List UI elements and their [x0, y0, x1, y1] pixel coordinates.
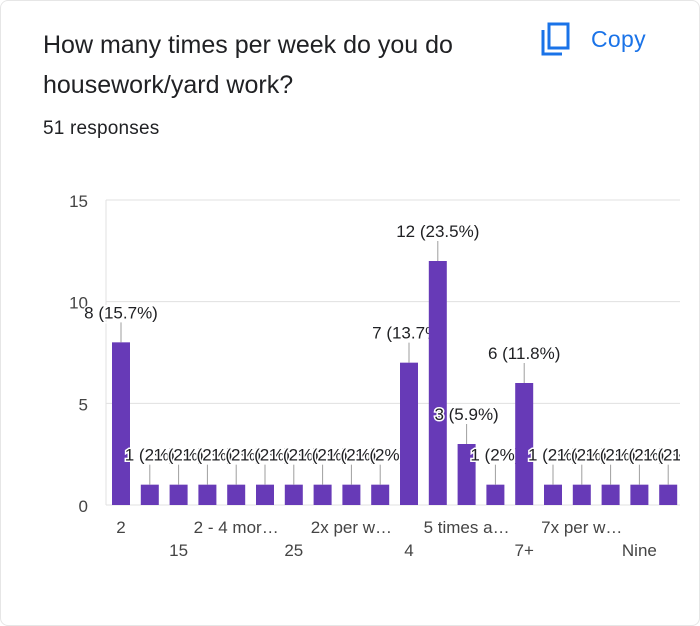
- x-tick-label: 15: [169, 541, 188, 560]
- data-label: 1 (2%): [240, 446, 290, 465]
- data-label: 7 (13.7%): [372, 324, 446, 343]
- data-label: 1 (2%): [326, 446, 376, 465]
- bar: [371, 484, 390, 505]
- data-label: 1 (2%): [614, 446, 664, 465]
- x-tick-label: 7x per w…: [541, 518, 622, 537]
- bar: [601, 484, 620, 505]
- data-label: 1 (2%): [269, 446, 319, 465]
- data-label: 1 (2%): [298, 446, 348, 465]
- data-label: 1 (2%): [643, 446, 693, 465]
- data-label: 1 (2%): [355, 446, 405, 465]
- data-label: 1 (2%): [154, 446, 204, 465]
- data-label: 8 (15.7%): [84, 303, 158, 322]
- y-tick-label: 10: [69, 294, 88, 313]
- x-tick-label: 2 - 4 mor…: [194, 518, 279, 537]
- bar: [227, 484, 246, 505]
- bar: [457, 444, 476, 505]
- bar: [515, 383, 534, 505]
- data-label: 1 (2%): [586, 446, 636, 465]
- bar: [342, 484, 361, 505]
- bar: [169, 484, 188, 505]
- x-tick-label: 7+: [515, 541, 534, 560]
- copy-label: Copy: [591, 25, 646, 52]
- question-title: How many times per week do you do housew…: [43, 31, 453, 99]
- x-tick-label: 5 times a…: [424, 518, 510, 537]
- x-tick-label: 2x per w…: [311, 518, 392, 537]
- bar: [572, 484, 591, 505]
- data-label: 1 (2%): [672, 446, 700, 465]
- y-tick-label: 5: [79, 395, 88, 414]
- bar: [313, 484, 332, 505]
- copy-icon: [541, 22, 570, 56]
- x-tick-label: 2: [116, 518, 125, 537]
- bar: [140, 484, 159, 505]
- bar: [112, 342, 130, 505]
- bar: [256, 484, 274, 505]
- data-label: 1 (2%): [557, 446, 607, 465]
- data-label: 1 (2%): [211, 446, 261, 465]
- bar: [544, 484, 562, 505]
- x-tick-label: 25: [284, 541, 303, 560]
- bar: [284, 484, 303, 505]
- y-tick-label: 0: [79, 497, 88, 516]
- bar: [688, 485, 700, 505]
- data-label: 12 (23.5%): [396, 222, 479, 241]
- bar: [486, 484, 505, 505]
- response-count: 51 responses: [43, 118, 160, 139]
- data-label: 1 (2%): [528, 446, 578, 465]
- data-label: 1 (2%): [470, 446, 520, 465]
- x-tick-label: Nine: [622, 541, 657, 560]
- bar: [630, 484, 649, 505]
- plot-area: 8 (15.7%)1 (2%)1 (2%)1 (2%)1 (2%)1 (2%)1…: [83, 221, 700, 505]
- bar: [659, 484, 678, 505]
- data-label: 6 (11.8%): [488, 344, 560, 363]
- data-label: 3 (5.9%): [434, 405, 498, 424]
- bar: [400, 362, 418, 505]
- copy-chart-button[interactable]: Copy: [539, 21, 646, 57]
- bar: [428, 261, 447, 505]
- y-tick-label: 15: [69, 192, 88, 211]
- data-label: 1 (2%): [182, 446, 232, 465]
- x-tick-label: 4: [404, 541, 413, 560]
- bar: [198, 484, 217, 505]
- data-label: 1 (2%): [125, 446, 175, 465]
